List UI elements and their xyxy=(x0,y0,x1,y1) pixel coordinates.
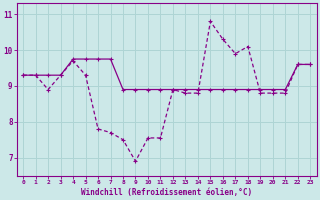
X-axis label: Windchill (Refroidissement éolien,°C): Windchill (Refroidissement éolien,°C) xyxy=(81,188,252,197)
